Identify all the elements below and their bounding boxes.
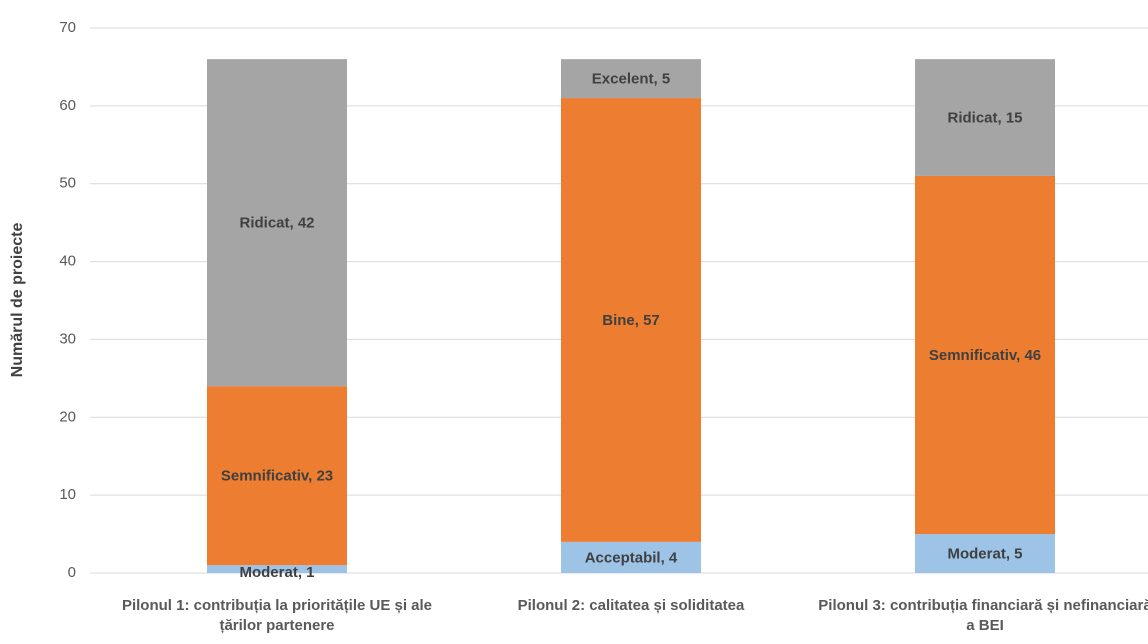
bar-segment	[207, 386, 347, 566]
bar-segment	[561, 98, 701, 542]
y-tick-label: 50	[59, 175, 76, 192]
bar-segment	[915, 175, 1055, 535]
y-tick-label: 40	[59, 253, 76, 270]
bar-segment	[207, 59, 347, 387]
data-label: Bine, 57	[602, 312, 660, 329]
y-tick-label: 60	[59, 97, 76, 114]
bar-segment	[561, 541, 701, 573]
data-label: Semnificativ, 46	[929, 347, 1041, 364]
x-tick-label: Pilonul 1: contribuția la prioritățile U…	[121, 597, 433, 634]
bar-segment	[561, 59, 701, 99]
y-tick-label: 70	[59, 19, 76, 36]
y-tick-label: 30	[59, 330, 76, 347]
data-label: Moderat, 1	[239, 564, 314, 581]
y-tick-label: 10	[59, 486, 76, 503]
x-tick-label: Pilonul 2: calitatea și soliditatea	[517, 597, 745, 614]
data-label: Moderat, 5	[947, 546, 1022, 563]
y-axis-title: Numărul de proiecte	[9, 223, 26, 378]
data-label: Semnificativ, 23	[221, 468, 333, 485]
x-tick-label: Pilonul 3: contribuția financiară și nef…	[818, 597, 1148, 634]
y-tick-label: 0	[68, 564, 76, 581]
data-label: Ridicat, 42	[239, 215, 314, 232]
data-label: Ridicat, 15	[947, 110, 1022, 127]
y-tick-label: 20	[59, 408, 76, 425]
bar-segment	[207, 565, 347, 573]
bar-segment	[915, 534, 1055, 573]
data-label: Excelent, 5	[592, 71, 670, 88]
data-label: Acceptabil, 4	[585, 549, 678, 566]
bar-segment	[915, 59, 1055, 176]
